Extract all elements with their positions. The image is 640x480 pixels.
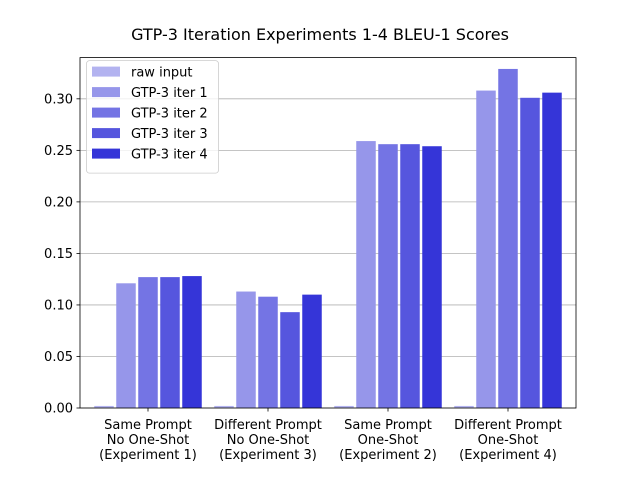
bar bbox=[476, 90, 496, 408]
bar bbox=[116, 283, 136, 408]
x-tick-label: One-Shot bbox=[478, 433, 539, 448]
legend-swatch bbox=[92, 128, 120, 139]
y-tick-label: 0.05 bbox=[44, 350, 73, 365]
axes bbox=[79, 57, 577, 409]
bar bbox=[542, 92, 562, 408]
x-tick-label: Same Prompt bbox=[344, 418, 432, 433]
bar bbox=[334, 405, 354, 408]
legend-label: GTP-3 iter 1 bbox=[131, 86, 208, 101]
bar bbox=[520, 97, 540, 408]
legend: raw input GTP-3 iter 1 GTP-3 iter 2 GTP-3 i… bbox=[86, 60, 219, 174]
legend-label: GTP-3 iter 3 bbox=[131, 127, 208, 142]
x-tick-label: No One-Shot bbox=[227, 433, 310, 448]
bar bbox=[400, 144, 420, 408]
chart-title: GTP-3 Iteration Experiments 1-4 BLEU-1 S… bbox=[131, 25, 509, 44]
bars bbox=[94, 68, 562, 409]
x-tick-label: Different Prompt bbox=[454, 418, 562, 433]
y-tick-label: 0.00 bbox=[44, 402, 73, 417]
x-tick-label: (Experiment 2) bbox=[339, 448, 437, 463]
y-axis-ticks: 0.00 0.05 0.10 0.15 0.20 0.25 0.30 bbox=[44, 92, 80, 417]
y-tick-label: 0.30 bbox=[44, 92, 73, 107]
legend-label: GTP-3 iter 4 bbox=[131, 148, 208, 163]
bar bbox=[138, 277, 158, 408]
bar bbox=[302, 294, 322, 408]
bar bbox=[454, 405, 474, 408]
bar bbox=[498, 68, 518, 409]
bar bbox=[378, 144, 398, 408]
bar bbox=[236, 291, 256, 408]
legend-swatch bbox=[92, 107, 120, 118]
x-tick-label: No One-Shot bbox=[107, 433, 190, 448]
bar bbox=[214, 405, 234, 408]
bar bbox=[280, 312, 300, 408]
bar bbox=[356, 141, 376, 409]
x-tick-label: (Experiment 1) bbox=[99, 448, 197, 463]
x-tick-label: One-Shot bbox=[358, 433, 419, 448]
x-tick-label: (Experiment 3) bbox=[219, 448, 317, 463]
bar bbox=[258, 296, 278, 408]
legend-swatch bbox=[92, 87, 120, 98]
legend-label: GTP-3 iter 2 bbox=[131, 107, 208, 122]
bar bbox=[94, 405, 114, 408]
plot-frame bbox=[79, 57, 577, 409]
legend-label: raw input bbox=[131, 66, 193, 81]
x-tick-label: (Experiment 4) bbox=[459, 448, 557, 463]
y-tick-label: 0.10 bbox=[44, 298, 73, 313]
y-tick-label: 0.20 bbox=[44, 195, 73, 210]
legend-swatch bbox=[92, 148, 120, 159]
y-tick-label: 0.15 bbox=[44, 247, 73, 262]
x-tick-label: Same Prompt bbox=[104, 418, 192, 433]
legend-swatch bbox=[92, 66, 120, 77]
bar bbox=[160, 277, 180, 408]
x-tick-label: Different Prompt bbox=[214, 418, 322, 433]
bar bbox=[182, 276, 202, 408]
bar bbox=[422, 146, 442, 408]
y-tick-label: 0.25 bbox=[44, 144, 73, 159]
